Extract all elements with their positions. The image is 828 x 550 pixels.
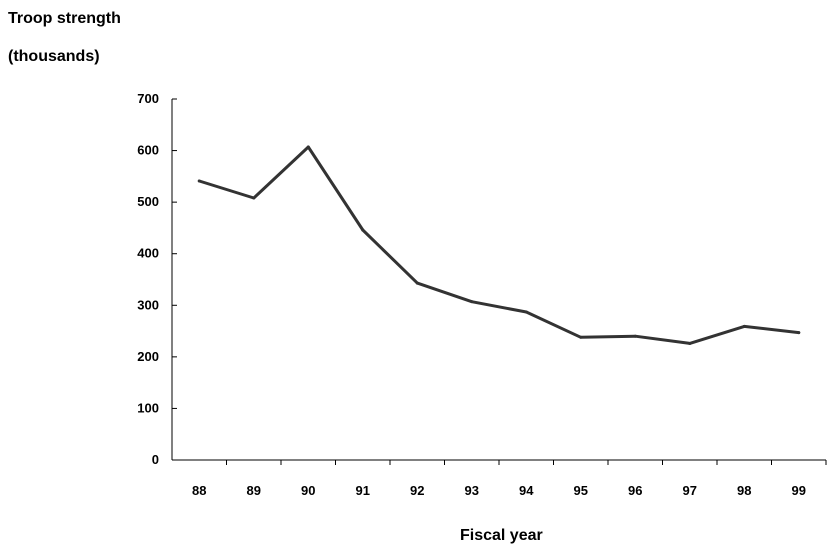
- x-tick-label: 88: [192, 483, 206, 498]
- data-point: [470, 300, 474, 304]
- x-axis-title: Fiscal year: [460, 527, 543, 544]
- y-tick-label: 200: [137, 349, 159, 364]
- data-point: [633, 334, 637, 338]
- x-tick-label: 94: [519, 483, 534, 498]
- y-tick-label: 600: [137, 143, 159, 158]
- data-point: [252, 196, 256, 200]
- x-tick-label: 97: [683, 483, 697, 498]
- data-point: [688, 341, 692, 345]
- x-tick-label: 89: [247, 483, 261, 498]
- x-tick-label: 99: [792, 483, 806, 498]
- data-point: [524, 310, 528, 314]
- x-tick-label: 98: [737, 483, 751, 498]
- y-tick-label: 100: [137, 400, 159, 415]
- y-tick-label: 300: [137, 297, 159, 312]
- y-tick-label: 0: [152, 452, 159, 467]
- x-tick-label: 92: [410, 483, 424, 498]
- y-axis-title-line-2: (thousands): [8, 48, 100, 65]
- data-point: [742, 324, 746, 328]
- x-tick-label: 93: [465, 483, 479, 498]
- data-point: [361, 228, 365, 232]
- y-tick-label: 700: [137, 91, 159, 106]
- data-point: [579, 335, 583, 339]
- series-line: [197, 145, 801, 345]
- y-tick-label: 400: [137, 246, 159, 261]
- y-axis-title-line-1: Troop strength: [8, 10, 121, 27]
- x-tick-label: 90: [301, 483, 315, 498]
- y-tick-label: 500: [137, 194, 159, 209]
- x-tick-label: 96: [628, 483, 642, 498]
- x-tick-label: 91: [356, 483, 370, 498]
- data-point: [306, 145, 310, 149]
- data-point: [197, 179, 201, 183]
- x-tick-label: 95: [574, 483, 588, 498]
- data-point: [797, 331, 801, 335]
- data-point: [415, 281, 419, 285]
